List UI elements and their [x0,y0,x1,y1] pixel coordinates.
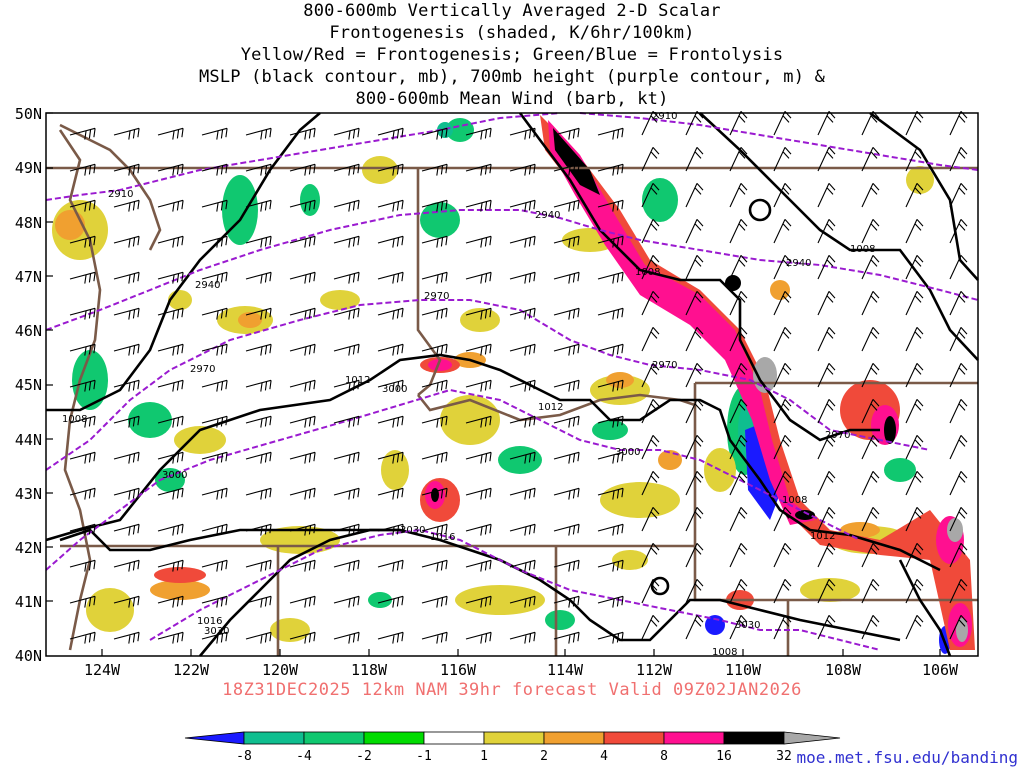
mslp-label: 1008 [850,244,875,255]
latitude-axis: 50N 49N 48N 47N 46N 45N 44N 43N 42N 41N … [15,105,42,665]
colorbar-cell [364,732,424,744]
lat-tick-label: 50N [15,105,42,123]
lon-tick-label: 106W [922,661,959,679]
lat-tick-label: 48N [15,214,42,232]
mslp-label: 1016 [430,532,455,543]
lat-tick-label: 42N [15,539,42,557]
colorbar-cell [604,732,664,744]
lon-tick-label: 112W [636,661,673,679]
height-label: 2970 [424,291,449,302]
colorbar-label: 16 [716,749,732,764]
lon-tick-label: 118W [351,661,388,679]
height-label: 2910 [108,189,133,200]
mslp-label: 1008 [635,267,660,278]
height-label: 2940 [535,210,560,221]
colorbar-label: 32 [776,749,792,764]
height-label: 3030 [400,525,425,536]
lon-tick-label: 114W [547,661,584,679]
colorbar-label: -1 [416,749,432,764]
height-label: 2970 [190,364,215,375]
colorbar-cell [424,732,484,744]
longitude-axis: 124W 122W 120W 118W 116W 114W 112W 110W … [84,661,959,679]
lon-tick-label: 122W [173,661,210,679]
lat-tick-label: 47N [15,268,42,286]
colorbar-label: -8 [236,749,252,764]
colorbar-cell [544,732,604,744]
lon-tick-label: 116W [440,661,477,679]
lon-tick-label: 120W [262,661,299,679]
colorbar-label: -2 [356,749,372,764]
colorbar-cell [664,732,724,744]
height-label: 3000 [615,447,640,458]
lat-tick-label: 45N [15,376,42,394]
colorbar-cell [185,732,244,744]
colorbar-cell [304,732,364,744]
colorbar-label: 1 [480,749,488,764]
lat-tick-label: 41N [15,593,42,611]
height-label: 3030 [735,620,760,631]
lat-tick-label: 46N [15,322,42,340]
height-label: 2970 [652,360,677,371]
lat-tick-label: 43N [15,485,42,503]
mslp-label: 1008 [782,495,807,506]
height-label: 3000 [382,384,407,395]
lon-tick-label: 124W [84,661,121,679]
mslp-label: 1012 [538,402,563,413]
colorbar-label: 8 [660,749,668,764]
colorbar-cell [784,732,840,744]
lat-tick-label: 40N [15,647,42,665]
height-label: 3000 [162,470,187,481]
colorbar-label: 4 [600,749,608,764]
colorbar-cell [244,732,304,744]
colorbar-label: -4 [296,749,312,764]
mslp-label: 1012 [810,531,835,542]
lat-tick-label: 49N [15,159,42,177]
height-label: 2940 [786,258,811,269]
colorbar: -8 -4 -2 -1 1 2 4 8 16 32 [185,732,840,764]
colorbar-label: 2 [540,749,548,764]
colorbar-cell [724,732,784,744]
source-credit[interactable]: moe.met.fsu.edu/banding [796,748,1018,767]
lon-tick-label: 110W [725,661,762,679]
forecast-valid-time: 18Z31DEC2025 12km NAM 39hr forecast Vali… [0,680,1024,700]
lat-tick-label: 44N [15,431,42,449]
colorbar-cell [484,732,544,744]
lon-tick-label: 108W [825,661,862,679]
colorbar-labels: -8 -4 -2 -1 1 2 4 8 16 32 [236,749,792,764]
